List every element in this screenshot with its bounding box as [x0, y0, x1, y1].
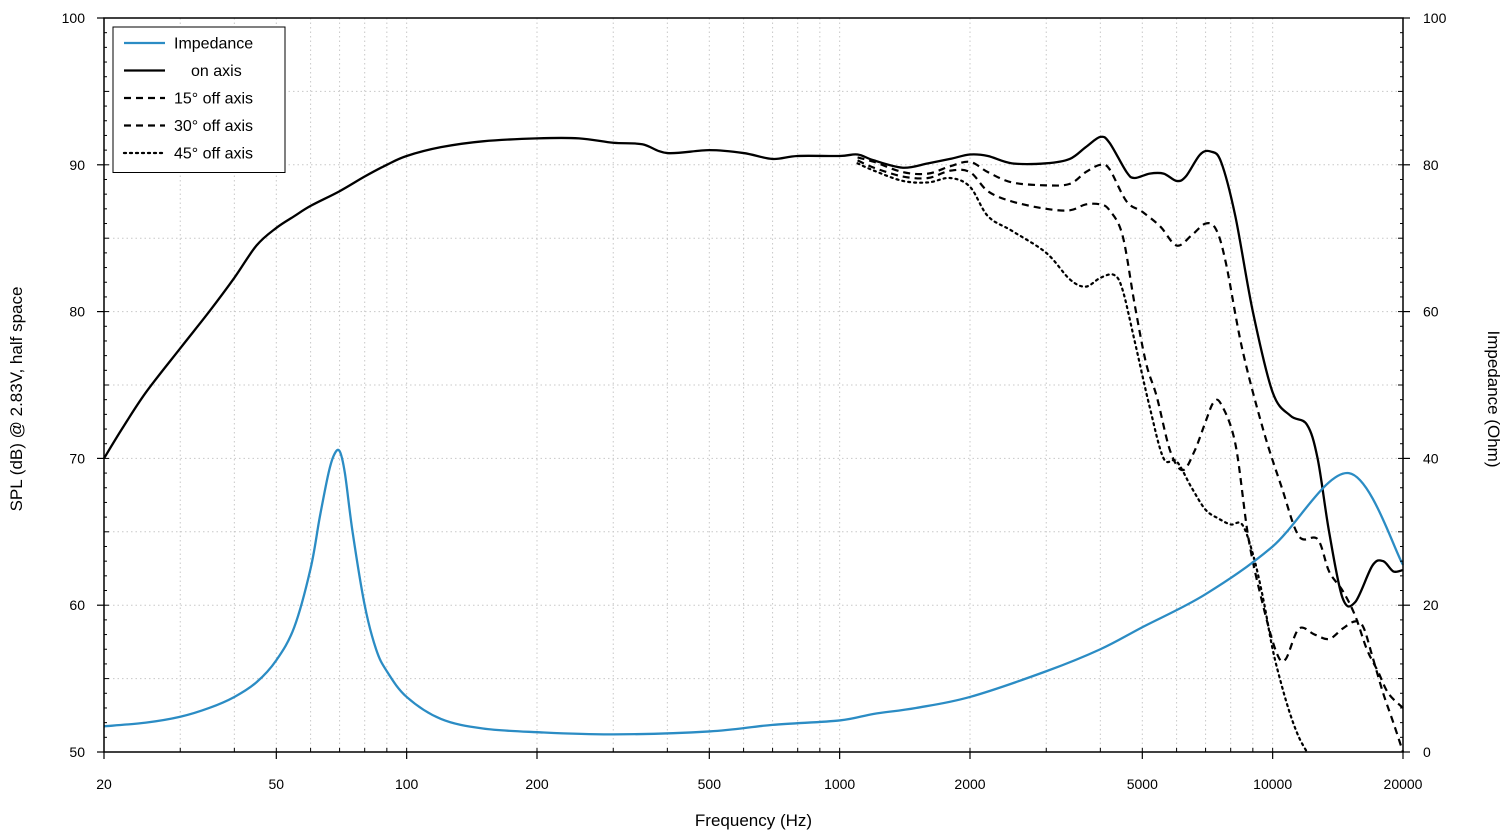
y-tick-label: 80 [69, 304, 85, 320]
x-axis-title: Frequency (Hz) [695, 811, 812, 830]
x-tick-label: 5000 [1127, 776, 1158, 792]
series-line-30-off-axis [857, 159, 1405, 753]
x-tick-label: 20000 [1384, 776, 1423, 792]
legend-label: 15° off axis [174, 91, 253, 108]
x-tick-label: 20 [96, 776, 112, 792]
y2-axis-title: Impedance (Ohm) [1484, 331, 1503, 468]
y-tick-label: 90 [69, 157, 85, 173]
legend-box [112, 26, 286, 173]
y-axis-title: SPL (dB) @ 2.83V, half space [7, 287, 26, 512]
x-tick-label: 2000 [954, 776, 985, 792]
ticks [97, 17, 1410, 759]
x-tick-label: 100 [395, 776, 419, 792]
y-tick-label: 100 [62, 10, 86, 26]
y-tick-label: 60 [69, 597, 85, 613]
series-line-on-axis [103, 135, 1404, 608]
series-line-impedance [103, 448, 1404, 736]
y2-tick-label: 20 [1423, 597, 1439, 613]
legend-label: 30° off axis [174, 118, 253, 135]
legend-label: 45° off axis [174, 146, 253, 163]
series-line-45-off-axis [856, 162, 1309, 754]
tick-labels: 20 50 100 200 500 1000 2000 5000 10000 2000050607… [62, 10, 1447, 792]
legend-label: Impedance [174, 36, 253, 53]
x-tick-label: 10000 [1253, 776, 1292, 792]
legend: Impedance on axis 15° off axis 30° off axis… [112, 26, 286, 173]
x-tick-label: 200 [525, 776, 549, 792]
y2-tick-label: 60 [1423, 304, 1439, 320]
y-tick-label: 50 [69, 744, 85, 760]
legend-label: on axis [191, 63, 242, 80]
x-tick-label: 50 [269, 776, 285, 792]
series-line-15-off-axis [857, 156, 1404, 709]
x-tick-label: 500 [698, 776, 722, 792]
y2-tick-label: 40 [1423, 450, 1439, 466]
y2-tick-label: 100 [1423, 10, 1447, 26]
series-layer [103, 135, 1405, 754]
grid [104, 18, 1403, 752]
x-tick-label: 1000 [824, 776, 855, 792]
y-tick-label: 70 [69, 450, 85, 466]
y2-tick-label: 0 [1423, 744, 1431, 760]
y2-tick-label: 80 [1423, 157, 1439, 173]
